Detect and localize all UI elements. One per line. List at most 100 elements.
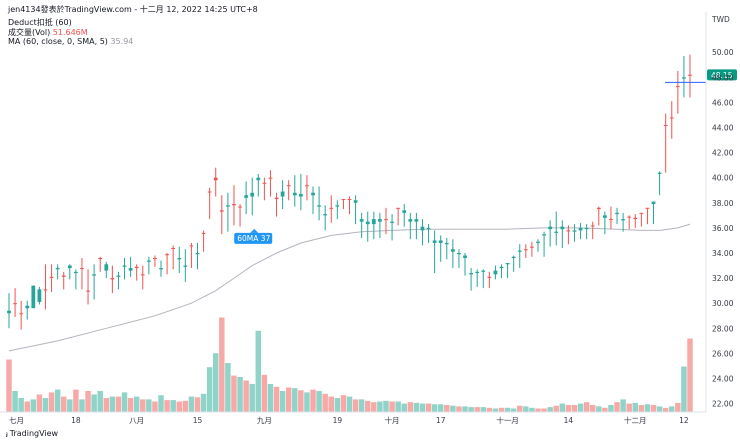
candle-body	[396, 207, 401, 209]
price-tick-label: 38.00	[712, 199, 734, 208]
price-tick-label: 44.00	[712, 124, 734, 133]
candle-body	[475, 271, 480, 274]
legend-volume[interactable]: 成交量(Vol) 51.646M	[8, 27, 88, 38]
candle	[311, 186, 315, 215]
candle	[657, 171, 662, 196]
candle	[329, 195, 334, 223]
legend-ma[interactable]: MA (60, close, 0, SMA, 5) 35.94	[8, 37, 133, 46]
volume-bar	[73, 389, 79, 412]
axes: TWD 22.00 24.00 26.00 28.00 30.00 32.00 34.00 36…	[0, 12, 734, 425]
volume-bar	[589, 405, 596, 412]
volume-bar	[79, 399, 85, 412]
candle	[238, 204, 242, 227]
volume-bar	[164, 400, 170, 412]
volume-bar	[18, 398, 24, 412]
candle-body	[602, 215, 607, 218]
volume-bar	[662, 407, 669, 412]
time-tick-label: 十月	[385, 415, 400, 425]
candle-body	[463, 255, 467, 259]
volume-bar	[425, 403, 432, 412]
legend-ma-value: 35.94	[110, 37, 134, 46]
candle-body	[31, 285, 36, 309]
overlays: 48.15 60MA 37	[234, 69, 737, 244]
volume-bar	[468, 407, 474, 412]
candle-body	[238, 206, 242, 208]
volume-bar	[450, 405, 456, 412]
volume-bar	[358, 399, 365, 412]
candle	[663, 113, 668, 173]
volume-bar	[583, 402, 590, 412]
candle-body	[73, 271, 78, 274]
volume-bar	[103, 398, 110, 412]
candle-body	[347, 199, 352, 201]
candle	[256, 173, 261, 197]
volume-bar	[267, 384, 274, 412]
volume-bar	[273, 386, 280, 412]
candle-body	[420, 226, 425, 231]
candle-body	[159, 268, 163, 270]
candle-body	[104, 264, 109, 271]
volume-bar	[127, 398, 134, 412]
volume-bar	[498, 407, 505, 412]
volume-bar	[413, 402, 420, 412]
candle	[140, 265, 145, 290]
tradingview-brand[interactable]: ⱼ TradingView	[6, 429, 58, 438]
volume-bar	[377, 401, 383, 412]
candle	[292, 175, 297, 207]
candle-body	[256, 177, 261, 181]
candle	[572, 224, 577, 242]
volume-bar	[602, 407, 608, 412]
candle	[146, 256, 151, 275]
candle-body	[43, 289, 48, 291]
candle-body	[517, 250, 522, 252]
candle-body	[55, 268, 60, 270]
candle-body	[110, 278, 115, 280]
candle-body	[414, 219, 419, 222]
volume-bar	[626, 403, 632, 412]
volume-bar	[67, 399, 73, 412]
candle-body	[444, 242, 449, 245]
currency-label: TWD	[711, 15, 730, 24]
candle	[67, 264, 72, 280]
candle-body	[49, 276, 54, 278]
candle	[688, 54, 692, 98]
ma60-line	[8, 223, 691, 352]
price-tick-label: 32.00	[712, 274, 734, 283]
candle	[37, 286, 42, 305]
volume-bar	[115, 396, 122, 412]
ma-line-group	[8, 223, 691, 352]
candle-body	[274, 197, 279, 200]
volume-bar	[24, 401, 30, 412]
candle	[511, 255, 516, 272]
candle	[602, 211, 607, 235]
candle	[651, 201, 656, 225]
candle-body	[402, 210, 407, 213]
candle-body	[226, 205, 230, 207]
time-tick-label: 14	[564, 416, 574, 425]
volume-bar	[6, 359, 12, 412]
volume-bar	[182, 400, 189, 412]
candle	[244, 181, 249, 215]
candle	[584, 224, 589, 240]
candle-body	[371, 219, 376, 225]
volume-bar	[547, 407, 553, 412]
candle	[73, 269, 78, 290]
candle-body	[426, 227, 431, 230]
candle	[19, 300, 24, 330]
candle	[31, 285, 36, 309]
candle	[134, 264, 139, 281]
brand-name: TradingView	[9, 429, 59, 438]
candle	[55, 264, 60, 280]
candle	[201, 230, 206, 252]
legend-deduct[interactable]: Deduct扣抵 (60)	[8, 18, 72, 27]
candle-body	[365, 221, 370, 225]
candle	[396, 207, 401, 226]
candle	[80, 258, 84, 290]
candle-body	[584, 227, 589, 230]
candle-body	[298, 194, 303, 197]
candle	[384, 207, 388, 235]
volume-bar	[48, 392, 55, 412]
candle-body	[280, 191, 285, 197]
